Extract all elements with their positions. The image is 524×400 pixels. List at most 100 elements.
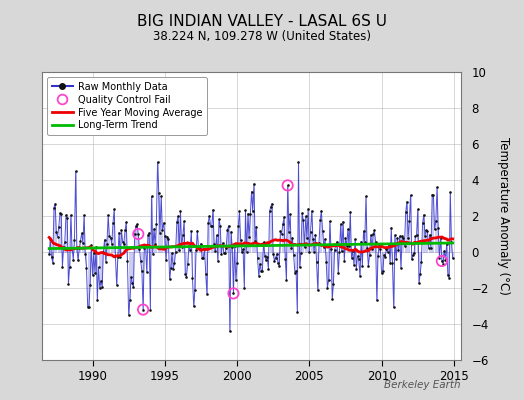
Point [362,193,370,200]
Point [265,208,274,215]
Point [51,201,59,207]
Point [202,271,210,277]
Point [329,280,337,287]
Point [159,220,168,226]
Point [111,253,119,259]
Point [192,247,200,254]
Point [397,264,405,271]
Point [148,250,157,257]
Point [412,232,421,238]
Point [271,255,280,261]
Point [298,210,307,216]
Point [79,240,87,246]
Point [74,257,82,264]
Point [393,235,401,241]
Point [272,251,281,258]
Point [102,258,110,265]
Point [155,190,163,196]
Point [245,234,253,241]
Point [305,249,313,255]
Y-axis label: Temperature Anomaly (°C): Temperature Anomaly (°C) [497,137,510,295]
Point [409,252,417,258]
Point [46,236,54,242]
Point [435,255,444,261]
Point [263,254,271,260]
Point [193,228,202,234]
Point [377,270,386,276]
Point [157,193,166,200]
Point [400,242,409,249]
Point [442,241,451,247]
Point [267,203,275,210]
Point [286,211,294,218]
Point [257,268,265,274]
Point [135,246,144,252]
Point [107,241,116,247]
Point [285,229,293,235]
Point [169,266,178,272]
Point [288,234,297,241]
Point [222,244,231,251]
Point [140,245,148,251]
Point [239,246,247,252]
Point [405,218,413,224]
Point [344,226,352,232]
Point [93,297,102,304]
Point [247,188,256,195]
Point [434,225,442,231]
Point [130,231,139,237]
Point [315,240,323,246]
Point [380,252,388,258]
Point [187,228,195,234]
Point [340,258,348,264]
Point [141,242,150,249]
Point [196,240,205,247]
Point [317,208,325,214]
Point [406,192,414,199]
Point [66,264,74,270]
Point [129,284,138,291]
Point [353,253,362,259]
Point [54,224,63,230]
Point [117,227,126,233]
Point [234,223,243,230]
Point [114,254,122,260]
Point [436,235,445,242]
Point [178,244,186,250]
Point [445,274,453,281]
Point [439,260,447,267]
Point [122,219,130,225]
Point [179,232,187,239]
Point [123,258,132,264]
Point [70,237,79,243]
Point [186,246,194,253]
Point [118,238,127,245]
Point [320,244,328,250]
Point [216,222,224,229]
Point [67,212,75,218]
Point [373,297,381,303]
Point [235,208,244,214]
Point [150,226,158,232]
Point [172,219,181,226]
Point [287,244,296,251]
Point [375,241,384,247]
Point [134,231,143,237]
Point [250,180,258,187]
Point [420,212,428,218]
Point [441,257,450,263]
Point [243,248,251,255]
Point [220,250,228,256]
Point [389,304,398,310]
Point [203,291,211,298]
Text: BIG INDIAN VALLEY - LASAL 6S U: BIG INDIAN VALLEY - LASAL 6S U [137,14,387,29]
Point [75,245,83,252]
Point [296,264,304,271]
Point [292,268,300,274]
Point [219,240,227,246]
Point [110,206,118,212]
Point [59,244,68,250]
Point [158,227,167,233]
Point [230,290,238,297]
Point [56,210,64,216]
